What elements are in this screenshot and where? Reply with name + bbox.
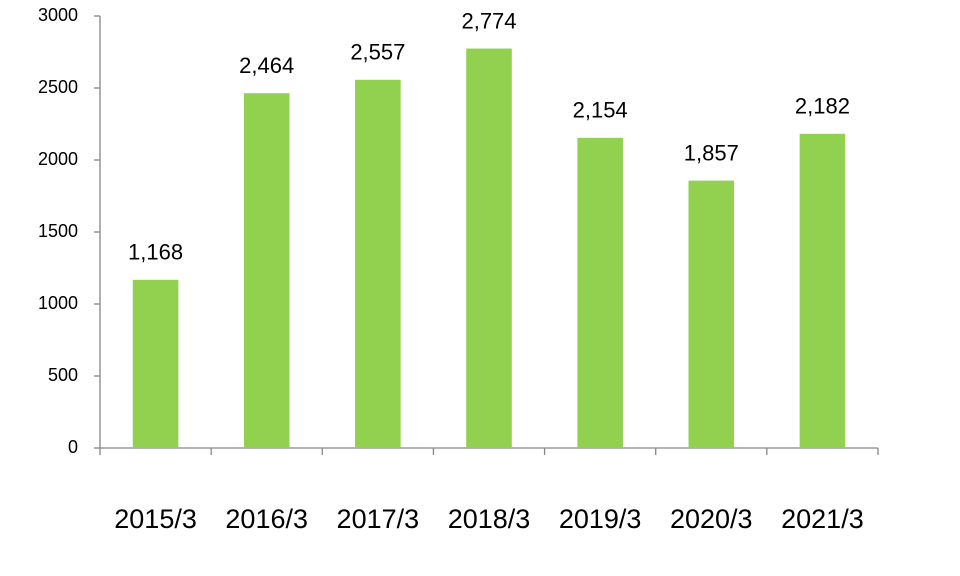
y-tick-label: 0 xyxy=(68,437,78,457)
value-label: 1,857 xyxy=(684,140,739,165)
bar xyxy=(799,133,846,449)
y-tick-label: 2000 xyxy=(38,149,78,169)
bar xyxy=(355,79,401,449)
y-tick-label: 1000 xyxy=(38,293,78,313)
x-tick-label: 2017/3 xyxy=(337,504,420,534)
bar xyxy=(132,279,179,448)
x-tick-label: 2015/3 xyxy=(114,504,197,534)
bar xyxy=(243,93,290,449)
y-tick-label: 500 xyxy=(48,365,78,385)
x-tick-label: 2021/3 xyxy=(781,504,864,534)
x-tick-label: 2018/3 xyxy=(448,504,531,534)
y-tick-label: 2500 xyxy=(38,77,78,97)
bar xyxy=(577,137,623,448)
y-tick-label: 3000 xyxy=(38,5,78,25)
y-tick-label: 1500 xyxy=(38,221,78,241)
value-label: 2,182 xyxy=(795,94,850,119)
x-tick-label: 2020/3 xyxy=(670,504,753,534)
value-label: 2,154 xyxy=(573,98,628,123)
x-tick-label: 2016/3 xyxy=(225,504,308,534)
value-label: 2,557 xyxy=(350,40,405,65)
bar xyxy=(466,48,512,448)
value-label: 2,464 xyxy=(239,53,294,78)
x-tick-label: 2019/3 xyxy=(559,504,642,534)
value-label: 1,168 xyxy=(128,240,183,265)
value-label: 2,774 xyxy=(461,8,516,33)
bar xyxy=(688,180,735,449)
